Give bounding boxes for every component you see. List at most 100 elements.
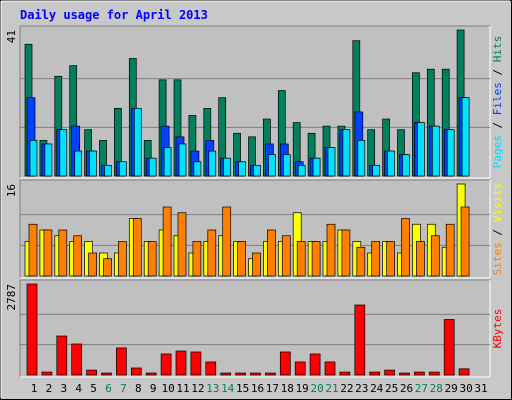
bar (384, 369, 395, 376)
x-tick-label: 17 (266, 382, 279, 395)
bar (430, 235, 440, 277)
x-tick-label: 26 (400, 382, 413, 395)
bar (178, 143, 187, 177)
bar (223, 157, 232, 177)
bar (71, 343, 83, 376)
bar (119, 161, 127, 177)
bar (207, 229, 217, 277)
legend: Pages / Files / Hits (491, 36, 504, 169)
bar (74, 150, 83, 177)
bar (162, 206, 172, 277)
x-tick-label: 22 (340, 382, 353, 395)
bar (28, 223, 38, 277)
bar (401, 218, 410, 277)
legend-entry: Sites (491, 242, 504, 275)
bar (41, 371, 53, 376)
bar (192, 241, 202, 277)
x-tick-label: 7 (120, 382, 127, 395)
legend-separator: / (491, 115, 504, 135)
bar (58, 229, 68, 277)
bar (369, 371, 381, 376)
bar (222, 206, 232, 277)
x-tick-label: 8 (135, 382, 142, 395)
x-tick-label: 2 (46, 382, 53, 395)
legend-entry: Pages (491, 135, 504, 168)
legend-entry: Visits (491, 183, 504, 223)
bar (265, 372, 276, 376)
bar (458, 368, 470, 376)
bar (208, 150, 217, 177)
x-tick-label: 9 (150, 382, 157, 395)
x-tick-label: 5 (90, 382, 97, 395)
bar (252, 252, 261, 277)
x-tick-label: 30 (459, 382, 472, 395)
bar (402, 154, 410, 177)
x-tick-label: 4 (75, 382, 82, 395)
x-tick-label: 19 (296, 382, 309, 395)
bar (341, 229, 351, 277)
bar (268, 154, 276, 177)
bar (59, 129, 68, 177)
bar (445, 223, 455, 277)
bar (133, 107, 142, 177)
x-tick-label: 20 (310, 382, 323, 395)
bar (220, 372, 232, 376)
bar (327, 147, 336, 177)
bar (177, 212, 187, 277)
legend-separator: / (491, 62, 504, 82)
x-tick-label: 11 (176, 382, 189, 395)
bar (104, 164, 112, 177)
x-tick-label: 27 (415, 382, 428, 395)
bar (103, 258, 112, 277)
bar (399, 372, 410, 376)
bar (294, 361, 306, 376)
legend: Sites / Visits (491, 183, 504, 276)
bar (235, 372, 246, 376)
x-tick-label: 15 (236, 382, 249, 395)
x-tick-label: 23 (355, 382, 368, 395)
bar (43, 229, 53, 277)
bar (296, 241, 306, 277)
bar (326, 223, 336, 277)
bar (163, 147, 172, 177)
bar (387, 150, 395, 177)
legend-separator: / (491, 222, 504, 242)
bar (101, 372, 112, 376)
x-tick-label: 3 (60, 382, 67, 395)
bar (190, 351, 202, 376)
bar (386, 241, 395, 277)
bar (148, 157, 157, 177)
bar (281, 235, 291, 277)
bar (250, 372, 261, 376)
bar (460, 206, 470, 277)
bar (428, 371, 440, 376)
x-tick-label: 18 (281, 382, 294, 395)
bar (147, 241, 157, 277)
x-tick-label: 10 (161, 382, 174, 395)
y-tick-label: 16 (5, 184, 18, 197)
x-tick-label: 16 (251, 382, 264, 395)
bar (238, 161, 246, 177)
bar (253, 164, 261, 177)
x-tick-label: 1 (31, 382, 38, 395)
bar (56, 335, 68, 376)
bar (324, 361, 336, 376)
bar (372, 164, 381, 177)
x-tick-label: 25 (385, 382, 398, 395)
x-tick-label: 13 (206, 382, 219, 395)
bar (357, 140, 366, 177)
legend-entry: Hits (491, 36, 504, 63)
bar (116, 347, 127, 376)
bar (443, 319, 455, 376)
bar (130, 367, 142, 376)
bar (145, 372, 157, 376)
x-tick-label: 21 (325, 382, 338, 395)
bar (312, 157, 321, 177)
bar (297, 164, 306, 177)
bar (356, 246, 366, 277)
legend: KBytes (491, 309, 504, 349)
x-tick-label: 28 (430, 382, 443, 395)
bar (339, 371, 351, 376)
legend-entry: Files (491, 82, 504, 115)
